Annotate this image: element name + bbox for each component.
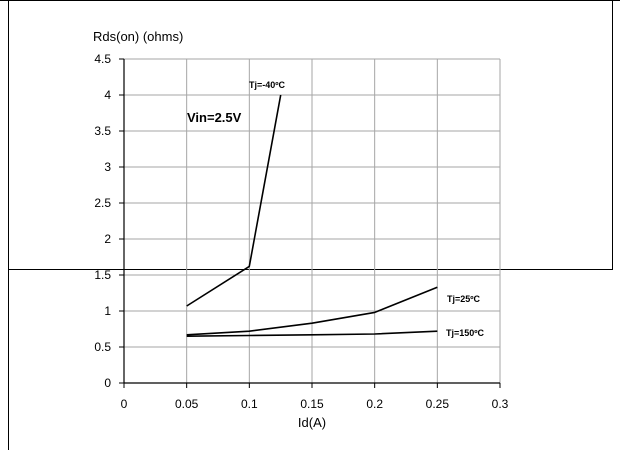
x-tick-labels: 0 0.05 0.1 0.15 0.2 0.25 0.3 xyxy=(121,397,509,411)
x-tick-label: 0.25 xyxy=(426,397,450,411)
series-line xyxy=(186,286,438,336)
y-tick-label: 4.5 xyxy=(94,52,111,66)
y-axis-label: Rds(on) (ohms) xyxy=(93,29,183,44)
series-line xyxy=(186,94,282,307)
y-tick-label: 0.5 xyxy=(94,340,111,354)
y-tick-label: 4 xyxy=(104,88,111,102)
y-tick-label: 1 xyxy=(104,304,111,318)
y-tick-label: 1.5 xyxy=(94,268,111,282)
y-tick-label: 2.5 xyxy=(94,196,111,210)
x-axis-label: Id(A) xyxy=(298,415,326,430)
series-label: Tj=25ºC xyxy=(447,294,481,304)
series-line xyxy=(186,330,438,337)
x-tick-label: 0.2 xyxy=(366,397,383,411)
axes xyxy=(119,58,501,388)
y-tick-label: 3.5 xyxy=(94,124,111,138)
x-tick-label: 0.3 xyxy=(492,397,509,411)
y-tick-label: 2 xyxy=(104,232,111,246)
series-lines xyxy=(186,94,438,337)
series-labels: Tj=-40ºC Tj=25ºC Tj=150ºC xyxy=(249,80,485,338)
series-label: Tj=150ºC xyxy=(446,328,485,338)
grid-lines xyxy=(124,58,501,383)
vin-annotation: Vin=2.5V xyxy=(187,110,242,125)
y-tick-labels: 0 0.5 1 1.5 2 2.5 3 3.5 4 4.5 xyxy=(94,52,111,390)
y-tick-label: 3 xyxy=(104,160,111,174)
y-tick-label: 0 xyxy=(104,376,111,390)
series-label: Tj=-40ºC xyxy=(249,80,286,90)
x-tick-label: 0 xyxy=(121,397,128,411)
x-tick-label: 0.05 xyxy=(175,397,199,411)
x-tick-label: 0.15 xyxy=(300,397,324,411)
x-tick-label: 0.1 xyxy=(241,397,258,411)
